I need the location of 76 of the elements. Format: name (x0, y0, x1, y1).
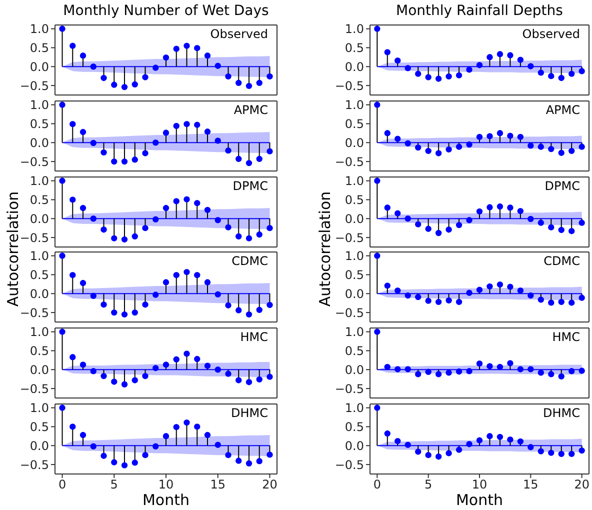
y-tick-label: −0.5 (334, 458, 364, 472)
x-tick-label: 10 (472, 478, 488, 492)
y-tick-label: 0.0 (30, 211, 49, 226)
y-tick-label: −0.5 (20, 230, 49, 244)
y-tick-label: 1.0 (30, 325, 49, 340)
y-tick-label: 0.0 (344, 60, 364, 74)
annotation: HMC (240, 330, 268, 344)
y-tick-label: −0.5 (20, 382, 49, 396)
x-tick-label: 0 (373, 478, 381, 492)
annotation: CDMC (232, 254, 268, 268)
annotation: DHMC (543, 406, 580, 420)
y-axis-title: Autocorrelation (4, 192, 22, 308)
annotation: HMC (552, 330, 580, 344)
y-tick-label: 1.0 (344, 22, 364, 36)
y-tick-label: 1.0 (30, 98, 49, 112)
y-tick-label: 0.5 (30, 40, 49, 55)
y-tick-label: 0.5 (344, 192, 364, 207)
x-tick-label: 15 (523, 478, 538, 492)
x-tick-label: 5 (424, 478, 432, 492)
x-tick-label: 15 (210, 478, 226, 492)
y-tick-label: −0.5 (334, 306, 364, 320)
y-tick-label: 0.0 (30, 363, 49, 378)
y-tick-label: 0.0 (30, 136, 49, 150)
x-tick-label: 5 (110, 478, 118, 492)
y-tick-label: 0.5 (30, 344, 49, 358)
x-axis-title: Month (454, 491, 504, 509)
annotation: Observed (522, 27, 580, 41)
y-tick-label: 0.5 (30, 192, 49, 207)
y-tick-label: 1.0 (30, 22, 49, 36)
y-tick-label: 0.0 (344, 438, 364, 453)
y-tick-label: 0.0 (344, 287, 364, 302)
y-tick-label: 0.0 (344, 363, 364, 378)
y-tick-label: 0.0 (30, 287, 49, 302)
annotation: DHMC (231, 406, 268, 420)
y-tick-label: 0.0 (30, 60, 49, 74)
y-axis-title: Autocorrelation (316, 192, 334, 308)
y-tick-label: 1.0 (30, 249, 49, 264)
annotation: DPMC (232, 178, 268, 193)
y-tick-label: 0.5 (344, 40, 364, 55)
y-tick-label: 0.5 (344, 116, 364, 131)
annotation: CDMC (544, 254, 580, 268)
annotation: DPMC (544, 178, 580, 193)
y-tick-label: −0.5 (20, 154, 49, 169)
x-tick-label: 0 (58, 478, 66, 492)
chart-title: Monthly Rainfall Depths (395, 3, 564, 19)
x-tick-label: 10 (158, 478, 174, 492)
x-tick-label: 20 (262, 478, 278, 492)
y-tick-label: −0.5 (20, 306, 49, 320)
y-tick-label: −0.5 (20, 458, 49, 472)
x-tick-label: 20 (574, 478, 590, 492)
y-tick-label: −0.5 (334, 154, 364, 169)
annotation: Observed (210, 27, 268, 41)
annotation: APMC (234, 102, 268, 117)
y-tick-label: 1.0 (30, 174, 49, 188)
y-tick-label: 1.0 (344, 325, 364, 340)
y-tick-label: −0.5 (334, 382, 364, 396)
y-tick-label: 0.5 (30, 116, 49, 131)
y-tick-label: 0.5 (344, 344, 364, 358)
y-tick-label: 0.5 (30, 268, 49, 282)
y-tick-label: 1.0 (344, 401, 364, 416)
y-tick-label: 1.0 (30, 401, 49, 416)
y-tick-label: 0.0 (30, 438, 49, 453)
chart-title: Monthly Number of Wet Days (62, 3, 270, 19)
y-tick-label: 0.5 (30, 420, 49, 434)
y-tick-label: 0.0 (344, 211, 364, 226)
y-tick-label: 0.5 (344, 420, 364, 434)
y-tick-label: −0.5 (334, 230, 364, 244)
y-tick-label: −0.5 (20, 78, 49, 93)
y-tick-label: 1.0 (344, 249, 364, 264)
y-tick-label: 0.5 (344, 268, 364, 282)
y-tick-label: −0.5 (334, 78, 364, 93)
y-tick-label: 0.0 (344, 136, 364, 150)
annotation: APMC (546, 102, 580, 117)
x-axis-title: Month (141, 491, 190, 509)
y-tick-label: 1.0 (344, 174, 364, 188)
y-tick-label: 1.0 (344, 98, 364, 112)
